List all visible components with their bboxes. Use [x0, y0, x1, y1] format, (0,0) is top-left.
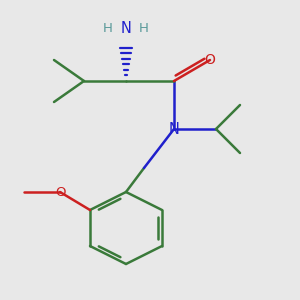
- Text: N: N: [169, 122, 179, 136]
- Text: N: N: [121, 21, 131, 36]
- Text: O: O: [205, 53, 215, 67]
- Text: H: H: [103, 22, 113, 35]
- Text: O: O: [55, 185, 65, 199]
- Text: H: H: [139, 22, 149, 35]
